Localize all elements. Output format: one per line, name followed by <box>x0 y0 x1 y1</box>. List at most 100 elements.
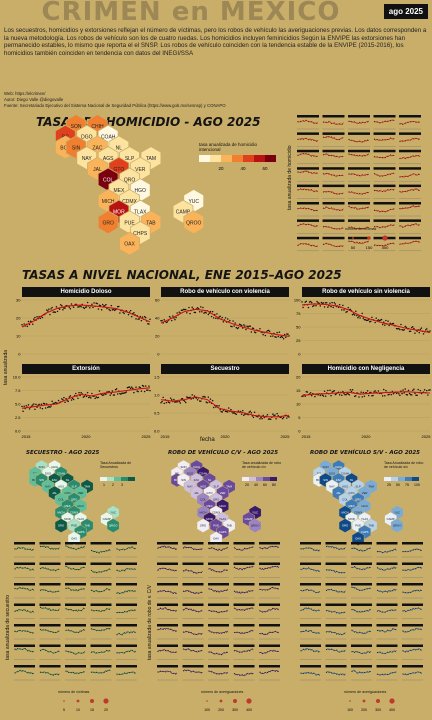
small-multiple <box>297 115 319 130</box>
data-point <box>69 395 72 397</box>
state-hex-shape <box>248 518 262 533</box>
state-label: DGO <box>187 472 194 476</box>
small-multiple-line <box>297 170 319 174</box>
data-point <box>334 303 337 305</box>
legend-tick: 40 <box>254 483 258 487</box>
small-multiple <box>351 665 372 681</box>
small-multiple <box>300 542 321 558</box>
small-multiple-header <box>348 149 370 153</box>
size-legend-dot <box>382 235 388 241</box>
data-point <box>280 335 283 338</box>
data-point <box>64 401 66 403</box>
x-tick-label: 2020 <box>82 434 92 439</box>
small-map-legend-title: Tasa anualizada de robo de vehículo c/v <box>242 461 282 469</box>
small-multiple <box>233 644 255 660</box>
small-multiple-header <box>348 184 370 188</box>
data-point <box>105 303 107 306</box>
state-hex-shape <box>106 518 120 533</box>
data-point <box>180 309 183 312</box>
small-multiple-header <box>14 583 35 586</box>
state-hex: QROO <box>183 210 205 235</box>
data-point <box>413 327 415 330</box>
small-multiple-header <box>351 583 372 586</box>
data-point <box>262 333 264 336</box>
data-point <box>85 306 88 308</box>
small-multiple-line <box>348 173 370 177</box>
trend-line <box>301 391 431 396</box>
x-tick-label: 2020 <box>221 434 231 439</box>
state-label: ZAC <box>92 145 102 151</box>
x-tick-label: 2025 <box>422 434 432 439</box>
small-multiple-header <box>376 624 398 627</box>
small-multiple-header <box>208 665 229 668</box>
data-point <box>215 317 217 319</box>
state-label: TAB <box>368 524 373 528</box>
data-point <box>54 311 57 314</box>
small-multiple <box>157 562 178 578</box>
data-point <box>35 403 37 406</box>
data-point <box>110 392 113 395</box>
small-multiple-line <box>351 547 372 552</box>
data-point <box>165 401 168 404</box>
small-multiple-header <box>373 167 396 170</box>
small-multiple-line <box>116 609 137 614</box>
small-multiple-header <box>157 583 178 586</box>
legend-tick: 80 <box>272 483 276 487</box>
data-point <box>91 303 93 306</box>
data-point <box>361 312 363 315</box>
small-multiple <box>351 583 372 599</box>
state-label: GTO <box>207 491 214 495</box>
state-label: GTO <box>113 167 124 173</box>
web-link[interactable]: Web: https://elcrimen/ <box>4 91 46 96</box>
state-label: GRO <box>200 524 207 528</box>
small-multiple-line <box>40 671 60 676</box>
data-point <box>181 309 184 311</box>
small-multiple-header <box>182 624 204 627</box>
small-multiple <box>348 184 370 199</box>
data-point <box>191 394 193 396</box>
small-multiple-line <box>402 589 423 594</box>
data-point <box>201 311 203 313</box>
legend-swatch <box>391 477 398 481</box>
small-multiple <box>233 603 255 619</box>
small-multiple <box>399 219 421 234</box>
data-point <box>43 402 46 405</box>
small-multiple-header <box>322 219 345 222</box>
small-multiple <box>90 624 112 640</box>
small-multiple <box>297 184 319 199</box>
legend-swatch <box>405 477 412 481</box>
small-multiple-header <box>322 236 345 240</box>
data-point <box>133 312 135 314</box>
data-point <box>184 401 187 404</box>
data-point <box>39 317 42 320</box>
small-multiple-header <box>297 219 319 222</box>
data-point <box>347 306 350 309</box>
data-point <box>332 306 334 309</box>
data-point <box>355 310 357 313</box>
data-point <box>313 304 315 307</box>
state-label: COL <box>200 498 206 502</box>
data-point <box>416 394 418 396</box>
small-multiple-header <box>259 665 280 668</box>
small-multiple <box>14 624 35 640</box>
data-point <box>229 319 231 322</box>
small-multiple <box>297 167 319 182</box>
data-point <box>23 323 25 325</box>
small-multiple <box>373 219 396 234</box>
data-point <box>148 323 150 325</box>
data-point <box>422 333 425 335</box>
small-multiple <box>325 624 347 640</box>
size-legend-label: 400 <box>389 708 395 712</box>
data-point <box>82 396 85 398</box>
small-multiple-line <box>158 628 178 632</box>
size-legend-dot <box>376 699 380 703</box>
small-multiple-line <box>403 548 423 553</box>
y-tick-label: 0.5 <box>154 411 160 416</box>
state-label: NAY <box>187 485 193 489</box>
small-multiple-line <box>400 155 421 159</box>
data-point <box>33 318 35 320</box>
state-label: COAH <box>199 472 207 476</box>
small-multiple <box>402 665 423 681</box>
legend-tick: 75 <box>405 483 409 487</box>
